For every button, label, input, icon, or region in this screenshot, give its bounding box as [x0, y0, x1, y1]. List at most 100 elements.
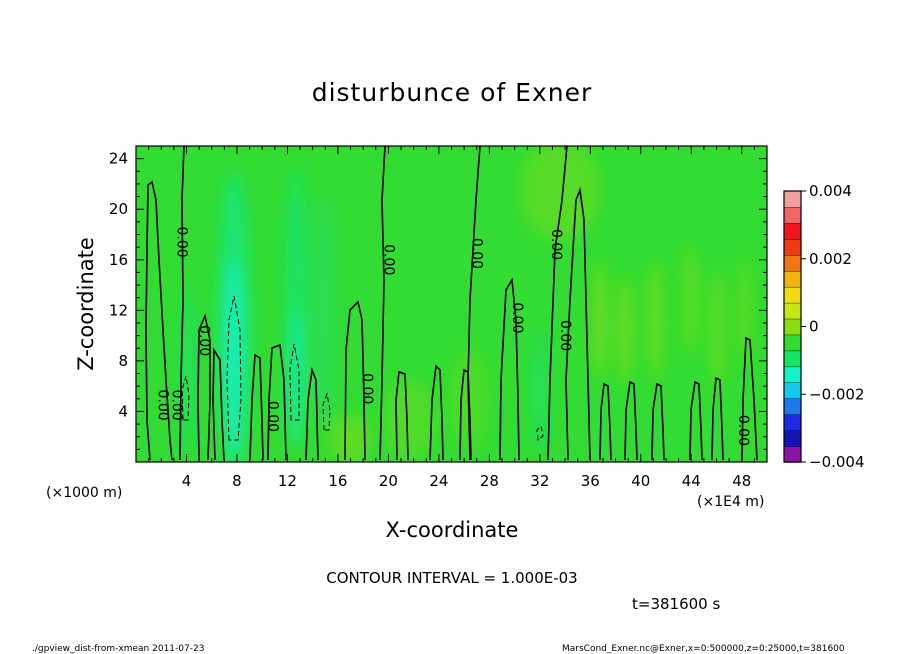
contour-label: 0.00	[380, 244, 396, 275]
x-tick-label: 28	[480, 472, 499, 490]
contour-label: 0.00	[173, 226, 189, 257]
x-tick-label: 40	[631, 472, 650, 490]
zero-contour	[249, 353, 264, 461]
x-tick-label: 8	[232, 472, 242, 490]
warm-blob	[617, 275, 633, 385]
time-label: t=381600 s	[632, 595, 720, 613]
cool-blob	[182, 290, 194, 450]
zero-contour	[197, 313, 211, 461]
negative-contour	[536, 424, 544, 441]
colorbar-swatch	[783, 445, 802, 463]
zero-contour	[711, 376, 724, 461]
colorbar-swatch	[783, 429, 802, 447]
contour-label: 0.00	[196, 325, 212, 356]
colorbar-swatch	[783, 382, 802, 399]
y-tick-label: 24	[109, 150, 128, 168]
negative-contour	[289, 343, 300, 421]
cool-blob	[533, 330, 547, 450]
x-tick-label: 36	[581, 472, 600, 490]
negative-contour	[226, 295, 242, 441]
zero-contour	[689, 380, 703, 461]
x-tick-label: 12	[278, 472, 297, 490]
x-tick-label: 48	[732, 472, 751, 490]
colorbar-tick-label: −0.004	[809, 453, 865, 471]
zero-contour	[267, 343, 287, 461]
zero-contour	[651, 382, 665, 461]
zero-contour	[395, 370, 409, 461]
y-ticks: 4 8 12 16 20 24	[109, 150, 767, 450]
x-tick-label: 24	[429, 472, 448, 490]
contour-label: 0.00	[557, 320, 573, 351]
warm-blob	[739, 255, 751, 365]
footer-right: MarsCond_Exner.nc@Exner,x=0:500000,z=0:2…	[562, 644, 845, 654]
contour-label: 0.00	[469, 238, 485, 269]
zero-contour	[379, 146, 386, 461]
colorbar-swatch	[783, 318, 802, 336]
contour-labels: 0.000.000.000.000.000.000.00 0.000.000.00…	[155, 226, 752, 446]
colorbar-swatch	[783, 190, 802, 208]
contour-label: 0.00	[359, 373, 375, 404]
colorbar-tick-label: 0	[809, 318, 819, 336]
zero-contours	[145, 146, 758, 461]
zero-contour	[467, 146, 481, 461]
chart-title: disturbunce of Exner	[312, 78, 593, 107]
zero-contour	[212, 347, 225, 461]
zero-contour	[305, 366, 319, 461]
contour-interval: CONTOUR INTERVAL = 1.000E-03	[326, 569, 577, 587]
zero-contour	[459, 368, 472, 461]
colorbar-swatch	[783, 254, 802, 272]
negative-contour	[322, 392, 331, 431]
zero-contour	[179, 146, 185, 461]
zero-contour	[344, 300, 366, 461]
zero-contour	[145, 180, 173, 461]
negative-contour	[181, 375, 190, 421]
zero-contour	[741, 336, 758, 461]
zero-contour	[499, 277, 520, 461]
colorbar-swatch	[783, 222, 802, 240]
colorbar-swatch	[783, 366, 802, 383]
colorbar-swatch	[783, 334, 802, 352]
cool-blob	[224, 260, 244, 460]
zero-contour	[599, 382, 612, 461]
colorbar-swatch	[783, 398, 802, 415]
colorbar-swatch	[783, 238, 802, 256]
warm-blob	[682, 245, 698, 355]
x-unit-label: (×1E4 m)	[697, 494, 764, 510]
warm-blob	[710, 270, 726, 390]
warm-blob	[647, 260, 663, 380]
x-tick-label: 4	[182, 472, 192, 490]
y-tick-label: 20	[109, 200, 128, 218]
colorbar-swatch	[783, 350, 802, 368]
colorbar-tick-label: 0.002	[809, 250, 852, 268]
contour-label: 0.00	[168, 390, 184, 421]
y-tick-label: 16	[109, 251, 128, 269]
x-tick-label: 44	[682, 472, 701, 490]
warm-blob	[330, 415, 370, 462]
zero-contour	[547, 146, 568, 461]
y-tick-label: 12	[109, 301, 128, 319]
x-ticks: 4 8 12 16 20 24 28 32 36 40 44 48	[148, 146, 755, 490]
colorbar-tick-label: 0.004	[809, 182, 852, 200]
y-axis-label: Z-coordinate	[74, 237, 98, 371]
contour-label: 0.00	[155, 390, 171, 421]
cool-blob	[288, 310, 304, 450]
y-tick-label: 4	[118, 402, 128, 420]
colorbar-frame	[783, 190, 802, 463]
footer-left: ./gpview_dist-from-xmean 2011-07-23	[32, 644, 204, 654]
contour-label: 0.00	[548, 229, 564, 260]
warm-blob	[592, 260, 608, 380]
x-tick-label: 32	[530, 472, 549, 490]
warm-blob	[520, 146, 600, 240]
contour-label: 0.00	[509, 302, 525, 333]
x-axis-label: X-coordinate	[386, 518, 519, 542]
zero-contour	[565, 186, 591, 461]
contour-label: 0.00	[264, 401, 280, 432]
colorbar-swatch	[783, 206, 802, 224]
colorbar-tick-label: −0.002	[809, 385, 865, 403]
field-shading	[182, 146, 751, 462]
x-tick-label: 16	[328, 472, 347, 490]
negative-contours	[181, 295, 544, 441]
y-unit-label: (×1000 m)	[46, 485, 122, 501]
colorbar-swatch	[783, 302, 802, 320]
